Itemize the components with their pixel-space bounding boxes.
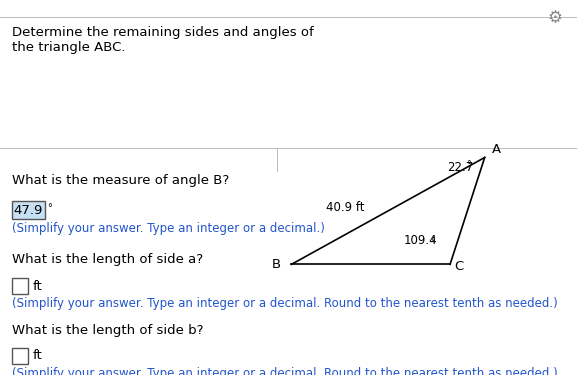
Text: °: ° [430,237,435,247]
Bar [12,201,45,219]
Text: A: A [492,142,501,156]
Text: (Simplify your answer. Type an integer or a decimal. Round to the nearest tenth : (Simplify your answer. Type an integer o… [12,367,557,375]
Text: 47.9: 47.9 [14,204,43,216]
Bar [12,348,28,364]
Text: What is the length of side b?: What is the length of side b? [12,324,203,338]
Text: What is the length of side a?: What is the length of side a? [12,253,203,266]
Text: ⚙: ⚙ [548,9,563,27]
Text: 22.7: 22.7 [447,161,473,174]
Text: ft: ft [32,350,42,362]
Text: (Simplify your answer. Type an integer or a decimal. Round to the nearest tenth : (Simplify your answer. Type an integer o… [12,297,557,310]
Text: C: C [455,260,464,273]
Text: B: B [272,258,281,271]
Text: °: ° [47,204,52,213]
Text: (Simplify your answer. Type an integer or a decimal.): (Simplify your answer. Type an integer o… [12,222,324,236]
Text: 40.9 ft: 40.9 ft [325,201,364,214]
Text: Determine the remaining sides and angles of
the triangle ABC.: Determine the remaining sides and angles… [12,26,313,54]
Text: °: ° [466,160,471,171]
Text: ft: ft [32,280,42,292]
Text: What is the measure of angle B?: What is the measure of angle B? [12,174,229,188]
Text: 109.4: 109.4 [404,234,437,248]
Bar [12,278,28,294]
